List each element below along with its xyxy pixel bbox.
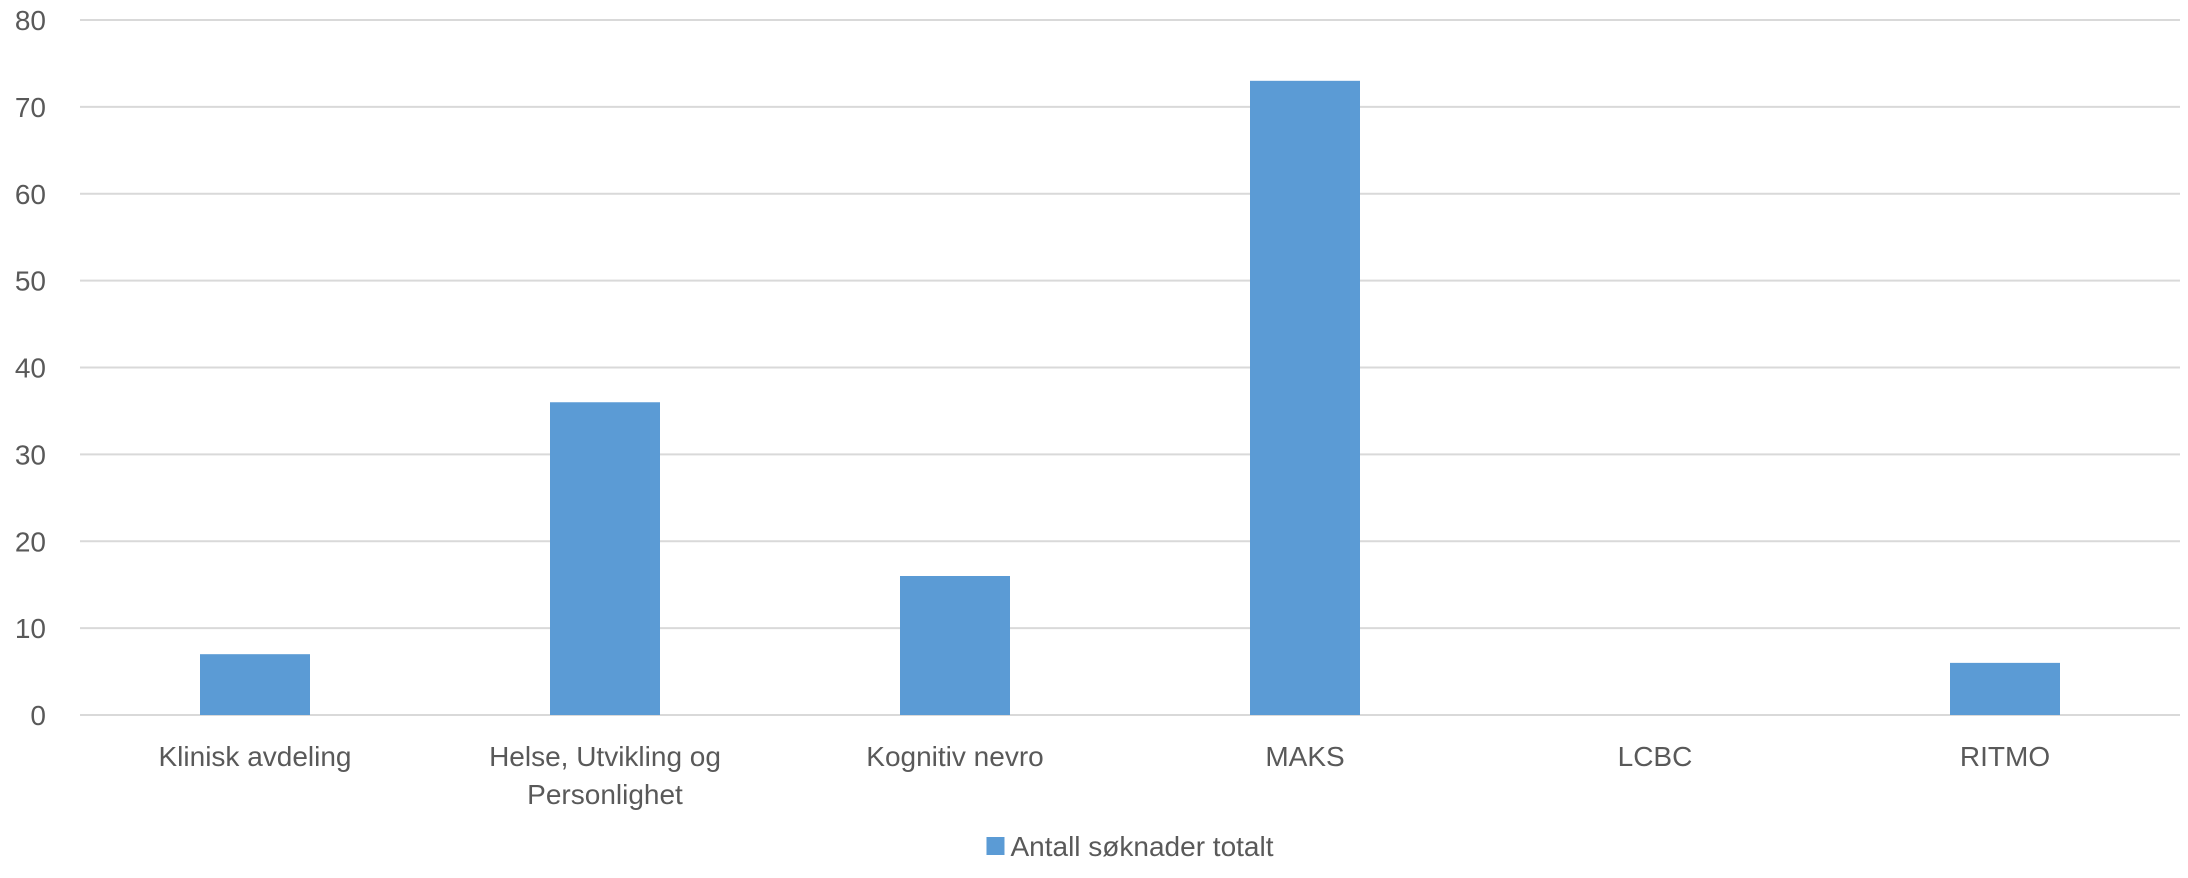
x-tick-label: Helse, Utvikling og Personlighet [489, 741, 721, 810]
y-tick-label: 10 [15, 613, 46, 644]
y-tick-label: 80 [15, 5, 46, 36]
x-tick-label: LCBC [1618, 741, 1693, 772]
x-axis-labels: Klinisk avdeling Helse, Utvikling og Perso… [159, 741, 2051, 810]
x-tick-label: Klinisk avdeling [159, 741, 352, 772]
y-tick-label: 40 [15, 353, 46, 384]
bar [550, 402, 660, 715]
bar [200, 654, 310, 715]
gridlines [80, 19, 2180, 716]
y-axis-ticks: 0 10 20 30 40 50 60 70 80 [15, 5, 46, 731]
x-tick-label: Kognitiv nevro [866, 741, 1043, 772]
y-tick-label: 20 [15, 526, 46, 557]
y-tick-label: 0 [30, 700, 46, 731]
x-tick-label: MAKS [1265, 741, 1344, 772]
legend-label: Antall søknader totalt [1010, 831, 1273, 862]
x-tick-label: RITMO [1960, 741, 2050, 772]
legend: Antall søknader totalt [986, 831, 1274, 862]
bars [200, 80, 2060, 715]
y-tick-label: 60 [15, 179, 46, 210]
bar [1250, 80, 1360, 715]
y-tick-label: 50 [15, 266, 46, 297]
y-tick-label: 30 [15, 439, 46, 470]
bar [900, 576, 1010, 715]
legend-swatch [986, 837, 1005, 855]
y-tick-label: 70 [15, 92, 46, 123]
bar [1950, 662, 2060, 715]
